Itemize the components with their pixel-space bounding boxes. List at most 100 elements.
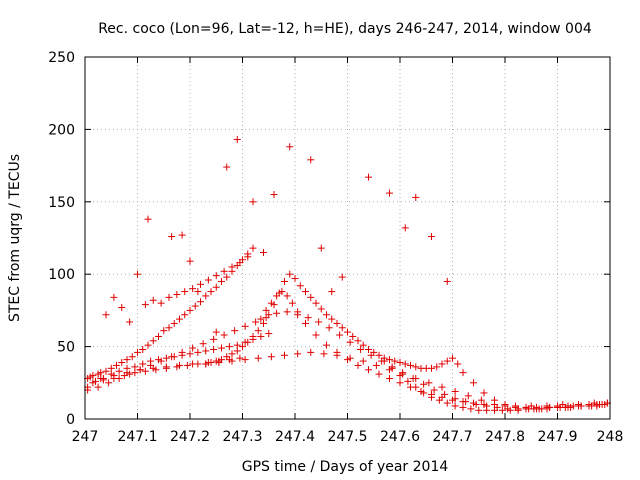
data-point: [443, 357, 451, 365]
data-point: [569, 402, 577, 410]
data-point: [183, 361, 191, 369]
x-tick-label: 247.9: [537, 429, 577, 445]
data-point: [257, 315, 265, 323]
data-point: [162, 354, 170, 362]
data-point: [328, 288, 336, 296]
data-point: [307, 348, 315, 356]
x-tick-label: 247.7: [432, 429, 472, 445]
data-point: [512, 402, 519, 410]
data-point: [470, 379, 477, 387]
data-point: [191, 302, 199, 310]
data-point: [370, 348, 378, 356]
data-point: [401, 224, 409, 232]
data-point: [443, 399, 451, 407]
data-point: [396, 359, 404, 367]
y-tick-label: 250: [48, 50, 75, 66]
data-point: [470, 399, 477, 407]
data-point: [386, 189, 393, 197]
data-point: [186, 306, 194, 314]
data-point: [157, 357, 165, 365]
data-point: [270, 301, 278, 309]
data-point: [317, 244, 325, 252]
data-point: [113, 361, 120, 369]
data-point: [165, 324, 173, 332]
data-point: [433, 363, 441, 371]
data-point: [262, 306, 270, 314]
data-point: [265, 330, 273, 338]
data-point: [252, 318, 260, 326]
data-point: [181, 288, 189, 296]
x-tick-label: 248: [597, 429, 624, 445]
data-point: [186, 257, 194, 265]
data-point: [404, 377, 412, 385]
data-point: [464, 392, 472, 400]
data-point: [407, 361, 414, 369]
data-point: [134, 270, 141, 278]
data-point: [454, 360, 462, 368]
y-tick-label: 150: [48, 195, 75, 211]
data-point: [212, 357, 220, 365]
data-point: [312, 331, 320, 339]
data-point: [283, 308, 291, 316]
data-point: [420, 389, 428, 397]
data-point: [438, 360, 446, 368]
data-point: [449, 354, 456, 362]
data-point: [435, 396, 443, 404]
data-point: [212, 283, 220, 291]
data-point: [189, 285, 197, 293]
data-point: [333, 319, 341, 327]
y-tick-label: 100: [48, 267, 75, 283]
data-point: [94, 383, 102, 391]
data-point: [288, 299, 296, 307]
data-point: [283, 292, 291, 300]
data-point: [241, 322, 249, 330]
data-point: [480, 401, 488, 409]
data-point: [459, 403, 467, 411]
data-point: [212, 272, 220, 280]
data-point: [388, 364, 396, 372]
data-point: [412, 193, 420, 201]
points-layer: [84, 136, 611, 414]
data-point: [131, 369, 139, 377]
data-point: [115, 367, 123, 375]
data-point: [312, 299, 320, 307]
data-point: [323, 341, 330, 349]
data-point: [438, 383, 446, 391]
y-tick-label: 200: [48, 122, 75, 138]
data-point: [365, 173, 372, 181]
data-point: [178, 348, 186, 356]
data-point: [249, 198, 257, 206]
data-point: [286, 143, 294, 151]
data-point: [176, 315, 183, 323]
data-point: [346, 338, 354, 346]
data-point: [522, 405, 530, 413]
data-point: [336, 331, 344, 339]
data-point: [296, 282, 304, 290]
data-point: [307, 293, 315, 301]
y-tick-label: 0: [66, 412, 75, 428]
data-point: [302, 319, 309, 327]
data-point: [554, 403, 561, 411]
data-point: [194, 288, 202, 296]
data-point: [218, 277, 225, 285]
data-point: [244, 253, 252, 261]
data-point: [202, 360, 210, 368]
data-point: [449, 396, 456, 404]
data-point: [244, 338, 252, 346]
data-point: [585, 401, 593, 409]
data-point: [286, 270, 294, 278]
data-point: [480, 389, 488, 397]
data-point: [294, 350, 302, 358]
data-point: [249, 332, 257, 340]
data-point: [270, 191, 278, 199]
data-point: [218, 356, 225, 364]
data-point: [506, 406, 514, 414]
data-point: [365, 345, 372, 353]
chart-title: Rec. coco (Lon=96, Lat=-12, h=HE), days …: [98, 21, 592, 37]
data-point: [223, 273, 231, 281]
data-point: [194, 348, 202, 356]
data-point: [97, 374, 105, 382]
data-point: [354, 337, 362, 345]
data-point: [241, 356, 249, 364]
